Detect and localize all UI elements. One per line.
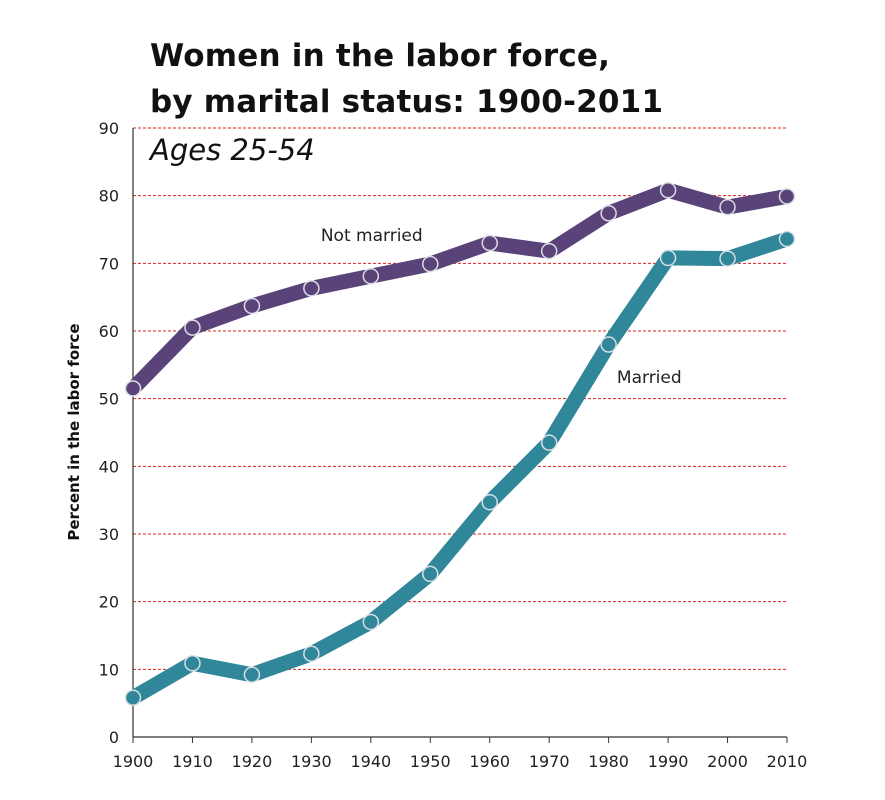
x-tick-label-1920: 1920 [232, 752, 273, 771]
data-point-not-married-1940 [362, 267, 380, 285]
series-lines [124, 182, 796, 707]
data-point-not-married-2010 [778, 188, 796, 205]
x-tick-label-2000: 2000 [707, 752, 748, 771]
x-tick-label-1900: 1900 [113, 752, 154, 771]
data-point-married-1930 [303, 645, 320, 663]
data-point-married-1970 [540, 434, 558, 451]
data-point-not-married-2000 [719, 198, 736, 216]
x-tick-label-2010: 2010 [767, 752, 808, 771]
chart-title-line-2: by marital status: 1900-2011 [150, 84, 664, 120]
data-point-not-married-1930 [303, 280, 320, 297]
data-point-married-2000 [719, 250, 736, 267]
y-tick-label-40: 40 [99, 457, 119, 476]
data-point-married-1910 [184, 654, 201, 672]
data-point-not-married-1920 [243, 297, 261, 315]
data-point-not-married-1950 [422, 255, 439, 273]
x-tick-label-1910: 1910 [172, 752, 213, 771]
series-label-married: Married [617, 368, 682, 388]
data-point-not-married-1990 [659, 182, 677, 199]
x-tick-label-1970: 1970 [529, 752, 570, 771]
data-point-married-1990 [659, 249, 677, 267]
data-point-married-1980 [600, 336, 617, 353]
x-tick-label-1930: 1930 [291, 752, 332, 771]
axes: 0 10 20 30 40 50 60 70 80 90 1900 1910 1920 1930 1940 1… [99, 119, 808, 771]
chart-subtitle: Ages 25-54 [150, 133, 315, 167]
y-tick-label-90: 90 [99, 119, 119, 138]
data-point-not-married-1970 [540, 242, 558, 260]
data-point-not-married-1960 [481, 234, 498, 252]
y-tick-label-30: 30 [99, 525, 119, 544]
gridlines [133, 127, 787, 670]
x-tick-label-1940: 1940 [350, 752, 391, 771]
data-point-married-1900 [124, 689, 142, 707]
data-point-married-1920 [243, 666, 261, 683]
data-point-married-1940 [362, 613, 380, 631]
data-point-not-married-1900 [124, 380, 142, 397]
data-point-married-2010 [778, 230, 796, 248]
x-tick-label-1950: 1950 [410, 752, 451, 771]
y-tick-label-50: 50 [99, 390, 119, 409]
data-point-not-married-1910 [184, 319, 201, 336]
data-point-married-1960 [481, 493, 498, 511]
y-tick-label-60: 60 [99, 322, 119, 341]
series-line-married [125, 231, 795, 706]
y-tick-label-10: 10 [99, 660, 119, 679]
y-tick-label-70: 70 [99, 254, 119, 273]
y-tick-label-80: 80 [99, 187, 119, 206]
y-tick-label-0: 0 [109, 728, 119, 747]
series-label-not-married: Not married [321, 226, 423, 246]
y-tick-label-20: 20 [99, 593, 119, 612]
x-tick-label-1990: 1990 [648, 752, 689, 771]
data-point-not-married-1980 [600, 205, 617, 222]
x-tick-label-1980: 1980 [588, 752, 629, 771]
series-line-not-married [125, 182, 795, 397]
chart-title-line-1: Women in the labor force, [150, 38, 611, 74]
x-tick-label-1960: 1960 [469, 752, 510, 771]
series-labels: Not married Married [321, 226, 682, 388]
data-point-married-1950 [422, 565, 439, 583]
